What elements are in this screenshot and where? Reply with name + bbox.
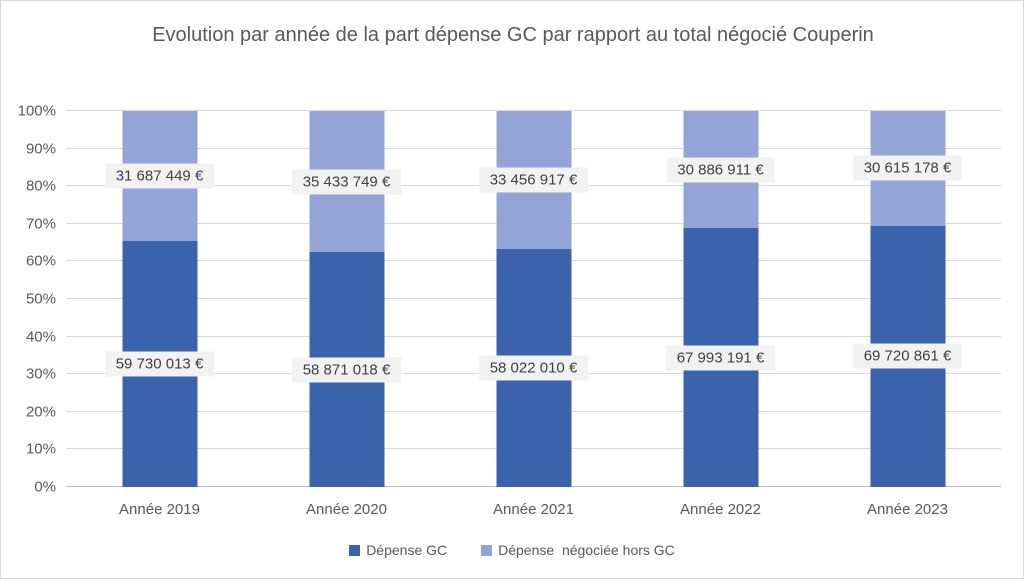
plot-area: 59 730 013 € 31 687 449 € 58 871 018 € 35 4… — [66, 110, 1001, 487]
data-label-hors-gc: 31 687 449 € — [104, 163, 215, 189]
legend-swatch-icon — [349, 544, 361, 556]
bar-column: 58 022 010 € 33 456 917 € — [440, 111, 627, 487]
y-axis-tick-label: 10% — [25, 440, 56, 458]
legend-swatch-icon — [481, 544, 493, 556]
y-axis-tick-label: 90% — [25, 140, 56, 158]
y-axis-tick-label: 80% — [25, 177, 56, 195]
data-label-hors-gc: 30 615 178 € — [852, 155, 963, 181]
bar-column: 69 720 861 € 30 615 178 € — [814, 111, 1001, 487]
stacked-bar — [309, 111, 384, 487]
data-label-depense-gc: 69 720 861 € — [852, 343, 963, 369]
data-label-depense-gc: 67 993 191 € — [665, 345, 776, 371]
bar-column: 59 730 013 € 31 687 449 € — [66, 111, 253, 487]
legend: Dépense GC Dépense négociée hors GC — [1, 542, 1023, 558]
x-axis-tick-label: Année 2021 — [493, 501, 574, 518]
bar-column: 58 871 018 € 35 433 749 € — [253, 111, 440, 487]
data-label-hors-gc: 33 456 917 € — [478, 167, 589, 193]
legend-item: Dépense négociée hors GC — [481, 542, 675, 558]
legend-item: Dépense GC — [349, 542, 447, 558]
bar-column: 67 993 191 € 30 886 911 € — [627, 111, 814, 487]
y-axis-tick-label: 70% — [25, 215, 56, 233]
data-label-hors-gc: 35 433 749 € — [291, 169, 402, 195]
x-axis-tick-label: Année 2020 — [306, 501, 387, 518]
data-label-depense-gc: 58 022 010 € — [478, 355, 589, 381]
x-axis-tick-label: Année 2019 — [119, 501, 200, 518]
legend-label: Dépense GC — [366, 542, 448, 558]
y-axis-tick-label: 100% — [17, 102, 56, 120]
x-axis-tick-label: Année 2022 — [680, 501, 761, 518]
data-label-depense-gc: 59 730 013 € — [104, 351, 215, 377]
y-axis-tick-label: 30% — [25, 365, 56, 383]
y-axis-tick-label: 40% — [25, 328, 56, 346]
gridline — [66, 110, 1001, 111]
y-axis-tick-label: 0% — [34, 478, 56, 496]
y-axis-tick-label: 20% — [25, 403, 56, 421]
data-label-hors-gc: 30 886 911 € — [666, 157, 775, 183]
legend-label: Dépense négociée hors GC — [498, 542, 675, 558]
y-axis-tick-label: 50% — [25, 290, 56, 308]
x-axis-tick-label: Année 2023 — [867, 501, 948, 518]
y-axis-tick-label: 60% — [25, 252, 56, 270]
chart-title: Evolution par année de la part dépense G… — [152, 24, 874, 46]
data-label-depense-gc: 58 871 018 € — [291, 357, 402, 383]
